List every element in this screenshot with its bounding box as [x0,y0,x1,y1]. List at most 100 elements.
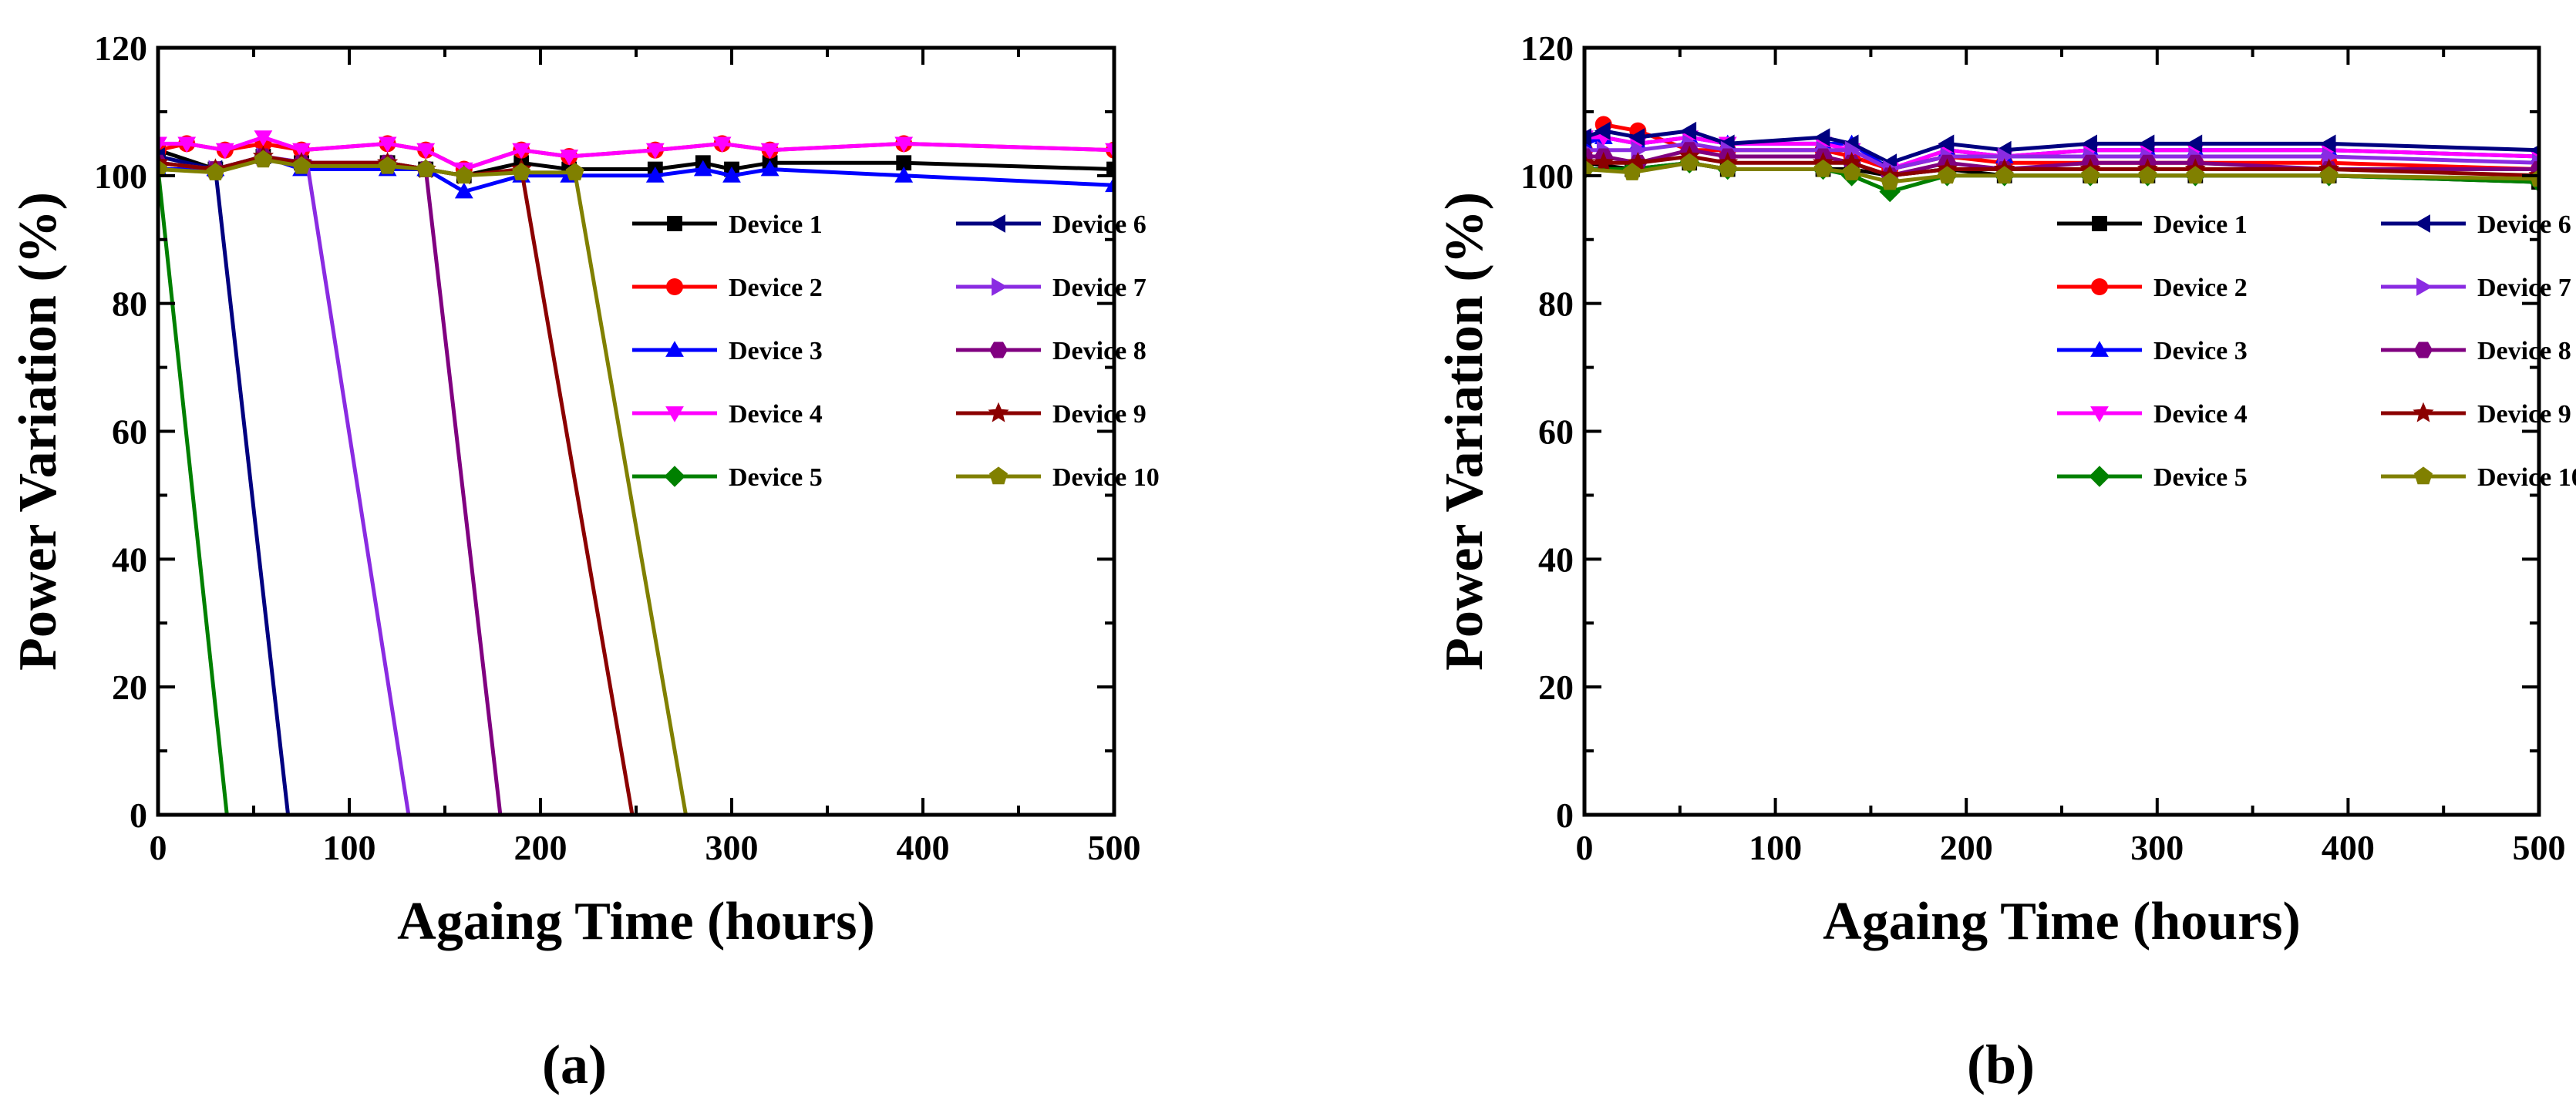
y-tick-label-a: 100 [94,156,147,196]
panel-a-caption: (a) [542,1034,607,1095]
legend-marker-device-2-b [2091,278,2108,295]
panel-b-chart: 0 100 200 300 400 500 0 20 40 60 80 100 120 Againg Ti… [1435,29,2576,951]
data-point-device-6-b [1938,134,1955,153]
data-point-device-10-b [2319,166,2339,184]
legend-label-device-7-b: Device 7 [2477,274,2571,302]
x-tick-label-b: 300 [2130,828,2184,867]
x-tick-label-b: 0 [1576,828,1594,867]
data-point-device-6-b [2081,134,2097,153]
legend-marker-device-8-b [2413,341,2433,358]
y-tick-label-a: 120 [94,29,147,68]
legend-label-device-6-b: Device 6 [2477,210,2571,239]
legend-label-device-9-a: Device 9 [1052,400,1147,429]
legend-label-device-1-a: Device 1 [729,210,823,239]
legend-label-device-5-b: Device 5 [2153,463,2248,492]
data-point-device-3-a [760,160,780,177]
legend-label-device-10-b: Device 10 [2477,463,2576,492]
data-point-device-3-a [722,167,741,183]
legend-marker-device-4-a [665,406,684,422]
legend-marker-device-1-b [2092,216,2107,231]
data-point-device-7-b [1997,147,2014,166]
legend-marker-device-5-b [2089,466,2110,487]
data-point-device-10-a [292,156,311,174]
legend-label-device-7-a: Device 7 [1052,274,1147,302]
data-point-device-10-b [2530,169,2539,187]
data-point-device-6-b [2138,134,2155,153]
legend-marker-device-7-b [2416,278,2433,296]
data-point-device-10-a [206,163,225,180]
data-point-device-10-b [1995,166,2014,184]
data-point-device-3-a [454,182,473,199]
x-axis-title-b: Againg Time (hours) [1823,892,2301,951]
legend-label-device-8-a: Device 8 [1052,337,1147,365]
data-point-device-4-a [894,136,914,153]
data-point-device-4-a [416,143,436,160]
data-point-device-4-a [215,143,234,160]
data-point-device-10-a [416,159,436,177]
series-line-device-10-a [158,157,688,815]
x-tick-label-b: 100 [1749,828,1802,867]
x-tick-label-a: 400 [897,828,950,867]
legend-b: Device 1 Device 2 Device 3 Device 4 Device 5… [2057,210,2576,492]
data-point-device-6-b [1594,121,1611,140]
data-point-device-10-a [254,150,273,168]
legend-label-device-9-b: Device 9 [2477,400,2571,429]
x-tick-label-a: 200 [514,828,567,867]
data-point-device-10-b [1718,159,1737,177]
data-point-device-9-b [1593,151,1615,172]
y-axis-title-b: Power Variation (%) [1435,192,1494,671]
legend-label-device-5-a: Device 5 [729,463,823,492]
data-point-device-6-b [1628,128,1645,146]
data-point-device-10-b [1938,166,1957,184]
data-point-device-10-a [454,166,473,184]
legend-marker-device-2-a [666,278,683,295]
data-point-device-6-b [2530,144,2539,156]
data-point-device-3-a [645,167,665,183]
legend-label-device-4-a: Device 4 [729,400,823,429]
data-point-device-4-a [177,136,197,153]
legend-marker-device-9-b [2413,402,2434,422]
legend-label-device-4-b: Device 4 [2153,400,2248,429]
legend-marker-device-1-a [667,216,682,231]
y-tick-label-b: 40 [1538,540,1574,579]
data-point-device-6-b [1680,121,1697,140]
data-point-device-10-b [1842,163,1861,180]
legend-marker-device-10-a [989,466,1008,485]
data-point-device-4-a [254,130,273,146]
series-line-device-8-a [158,154,503,815]
x-tick-label-a: 300 [705,828,759,867]
data-point-device-1-a [896,155,912,171]
x-tick-label-a: 0 [150,828,167,867]
y-tick-label-a: 40 [112,540,147,579]
y-tick-label-b: 60 [1538,412,1574,452]
data-point-device-4-a [1105,143,1114,160]
y-tick-label-b: 120 [1520,29,1574,68]
y-tick-label-a: 60 [112,412,147,452]
plot-area-b [1584,116,2539,203]
data-point-device-10-b [1680,153,1699,171]
data-point-device-3-a [894,167,914,183]
x-tick-label-a: 100 [323,828,376,867]
data-point-device-10-a [158,159,167,177]
data-point-device-4-a [645,143,665,160]
data-point-device-3-a [1105,176,1114,193]
legend-marker-device-5-a [664,466,685,487]
x-tick-label-b: 500 [2513,828,2566,867]
series-line-device-7-a [158,154,411,815]
data-point-device-7-b [1844,140,1861,160]
data-point-device-1-a [1106,161,1114,177]
y-tick-label-b: 100 [1520,156,1574,196]
data-point-device-6-b [1813,128,1830,146]
data-point-device-4-a [378,136,397,153]
y-tick-label-b: 0 [1556,796,1574,835]
legend-label-device-3-a: Device 3 [729,337,823,365]
legend-marker-device-4-b [2090,406,2109,422]
data-point-device-7-b [1631,140,1648,160]
y-tick-label-a: 0 [130,796,147,835]
plot-area-a [158,130,1114,815]
data-point-device-10-a [378,156,397,174]
data-point-device-4-a [512,143,531,160]
data-point-device-6-b [2319,134,2336,153]
x-tick-label-a: 500 [1088,828,1141,867]
